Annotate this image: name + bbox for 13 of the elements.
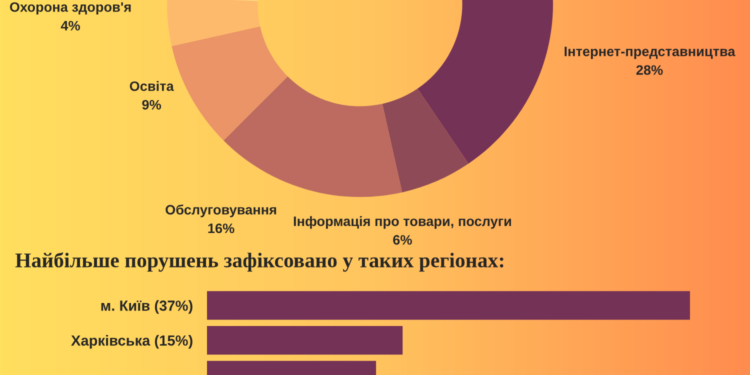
slice-label: Обслуговування bbox=[166, 204, 276, 218]
slice-label: Інформація про товари, послуги bbox=[294, 216, 511, 229]
data-label: 9% bbox=[142, 100, 162, 110]
data-label: 16% bbox=[208, 224, 234, 234]
slice-label: Освіта bbox=[130, 80, 174, 91]
chart-title: Найбільше порушень зафіксовано у таких регіонах: bbox=[15, 252, 504, 272]
y-tick-label: Харківська (15%) bbox=[71, 335, 192, 349]
y-tick-label: м. Київ (37%) bbox=[101, 300, 192, 314]
data-label: 28% bbox=[636, 65, 663, 75]
slice-label: Охорона здоров'я bbox=[10, 2, 131, 15]
data-label: 4% bbox=[60, 20, 80, 30]
data-label: 6% bbox=[393, 235, 412, 245]
slice-label: Інтернет-представництва bbox=[564, 46, 736, 59]
